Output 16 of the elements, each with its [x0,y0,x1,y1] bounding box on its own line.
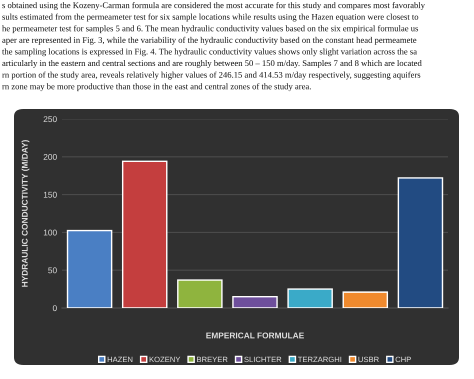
text: rn zone may be more productive than those in the east and central zones of the study area. [2,83,311,92]
y-tick-label: 0 [52,305,57,312]
text: rn portion of the study area, reveals relatively higher values of 246.15 and 414.53 m/day respectively, suggesting aquifers [2,72,420,80]
y-axis-title: HYDRAULIC CONDUCTIVITY (M/DAY) [22,140,30,287]
y-tick-label: 250 [44,116,57,122]
y-tick-label: 150 [44,192,57,198]
x-axis-title: EMPERICAL FORMULAE [206,332,304,338]
text: articularly in the eastern and central sections and are roughly between 50 – 150 m/day. Samples 7 and 8 which are located [2,60,422,68]
text: he permeameter test for samples 5 and 6. The mean hydraulic conductivity values based on the six empirical formulae us [2,25,418,34]
text: the sampling locations is expressed in Fig. 4. The hydraulic conductivity values shows only slight variation across the sa [2,48,417,56]
text: s obtained using the Kozeny-Carman formula are considered the most accurate for this study and compares most favorably [2,2,425,10]
y-tick-label: 100 [44,230,57,236]
y-tick-label: 200 [44,154,57,160]
y-tick-label: 50 [48,267,57,274]
text: sults estimated from the permeameter test for six sample locations while results using the Hazen equation were closest to [2,14,418,22]
text: aper are represented in Fig. 3, while the variability of the hydraulic conductivity based on the constant head permeamete [2,36,416,45]
